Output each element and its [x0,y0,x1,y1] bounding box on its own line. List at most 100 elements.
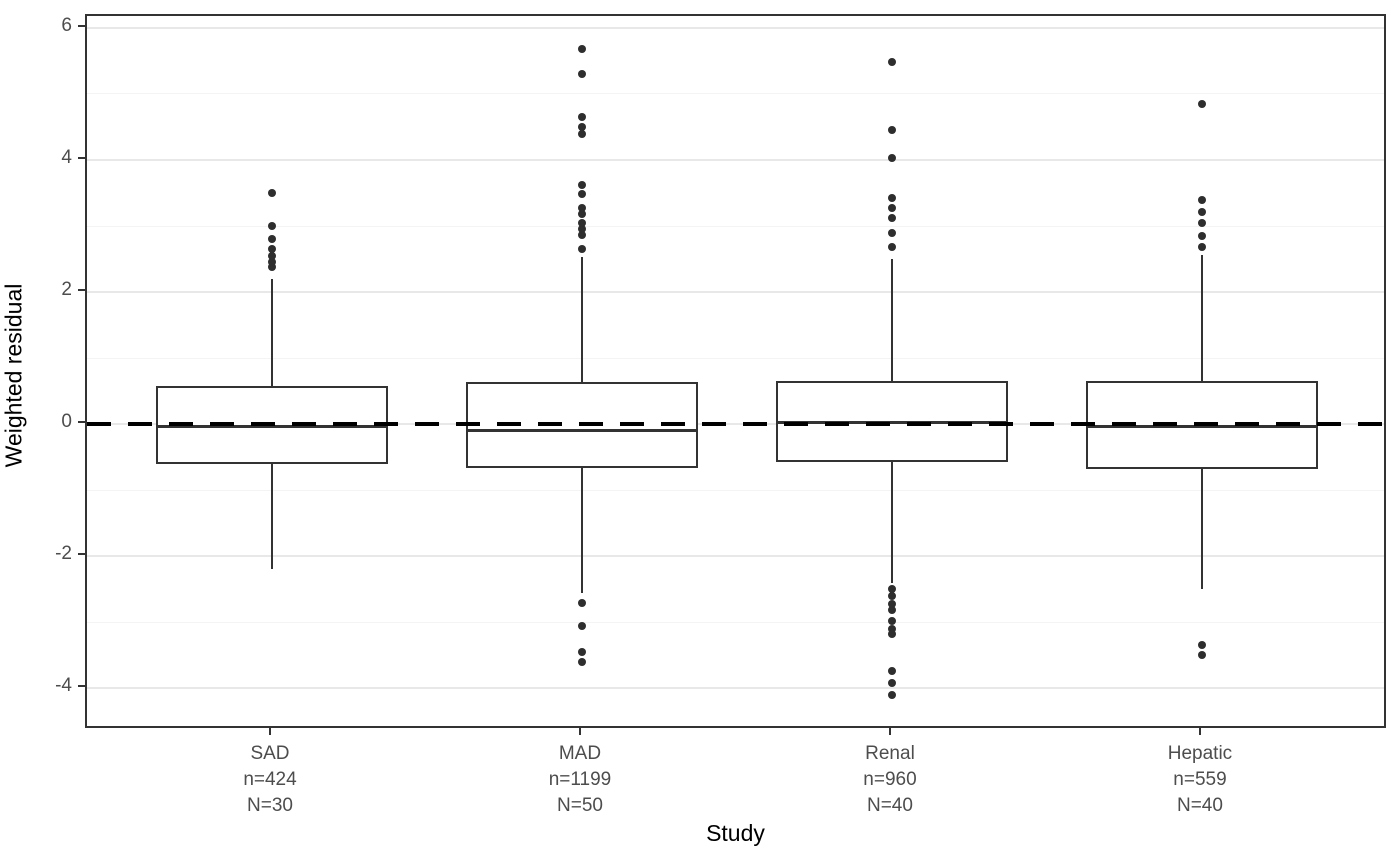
n-subjects: N=50 [557,795,603,816]
x-category-label: Hepatic n=559 N=40 [1090,741,1310,819]
outlier-point [1197,231,1206,240]
gridline-major [87,291,1384,294]
outlier-point [1197,207,1206,216]
y-tick-label: -4 [55,675,72,697]
upper-whisker [890,259,893,381]
outlier-point [577,129,586,138]
lower-whisker [271,464,273,570]
x-tick-mark [269,728,271,735]
outlier-point [887,591,896,600]
outlier-point [577,190,586,199]
outlier-point [577,45,586,54]
lower-whisker [580,468,583,593]
outlier-point [577,225,586,234]
outlier-point [887,126,896,135]
outlier-point [577,598,586,607]
category-name: SAD [250,743,290,764]
outlier-point [1197,219,1206,228]
x-tick-mark [888,728,891,735]
outlier-point [577,621,586,630]
outlier-point [577,210,586,219]
outlier-point [887,617,896,626]
gridline-major [87,555,1384,558]
x-tick-mark [1198,728,1201,735]
outlier-point [887,203,896,212]
upper-whisker [1200,255,1203,381]
y-tick-mark [78,553,85,556]
gridline-major [87,26,1384,29]
outlier-point [577,245,586,254]
outlier-point [268,258,276,267]
n-observations: n=424 [243,769,297,790]
outlier-point [887,629,896,638]
outlier-point [887,599,896,608]
outlier-point [1197,99,1206,108]
category-name: Renal [865,743,915,764]
y-tick-label: 6 [61,14,72,36]
lower-whisker [890,461,893,584]
gridline-minor [87,621,1384,623]
outlier-point [577,70,586,79]
lower-whisker [1200,469,1203,589]
upper-whisker [580,257,583,382]
gridline-major [87,158,1384,161]
outlier-point [1197,242,1206,251]
y-tick-mark [78,289,85,292]
outlier-point [887,154,896,162]
outlier-point [577,122,586,131]
n-observations: n=559 [1173,769,1227,790]
gridline-minor [87,489,1384,491]
category-name: MAD [558,743,602,764]
outlier-point [268,189,276,197]
outlier-point [1197,195,1206,204]
n-subjects: N=30 [247,795,293,816]
outlier-point [887,228,896,237]
y-tick-mark [78,685,85,688]
outlier-point [577,203,586,212]
gridline-major [87,687,1384,690]
outlier-point [577,218,586,227]
gridline-minor [87,357,1384,359]
outlier-point [268,235,276,244]
x-category-label: Renal n=960 N=40 [780,741,1000,819]
gridline-minor [87,93,1384,95]
gridline-minor [87,225,1384,227]
y-axis-title: Weighted residual [0,283,27,468]
outlier-point [577,648,586,657]
y-tick-mark [78,421,85,424]
outlier-point [887,194,896,203]
outlier-point [1197,651,1206,660]
y-tick-label: 0 [61,411,72,433]
x-category-label: SAD n=424 N=30 [160,741,380,819]
outlier-point [887,606,896,615]
n-observations: n=1199 [548,769,612,790]
y-tick-label: 2 [61,279,72,301]
outlier-point [887,585,896,594]
y-tick-label: -2 [55,543,72,565]
outlier-point [887,243,896,252]
outlier-point [577,230,586,239]
median-line [465,428,699,432]
upper-whisker [271,278,273,386]
x-category-label: MAD n=1199 N=50 [470,741,690,819]
median-line [1085,425,1319,429]
x-axis-title: Study [706,820,765,846]
outlier-point [887,58,896,67]
n-subjects: N=40 [1176,795,1223,816]
outlier-point [887,624,896,633]
outlier-point [577,181,586,190]
outlier-point [268,262,276,271]
outlier-point [268,222,276,231]
outlier-point [577,113,586,122]
outlier-point [268,251,276,260]
y-tick-mark [78,156,85,159]
plot-panel [85,14,1386,728]
outlier-point [577,657,586,666]
outlier-point [887,690,896,699]
outlier-point [1197,641,1206,650]
outlier-point [887,679,896,688]
outlier-point [887,214,896,223]
outlier-point [887,667,896,676]
zero-reference-line [87,422,1384,427]
